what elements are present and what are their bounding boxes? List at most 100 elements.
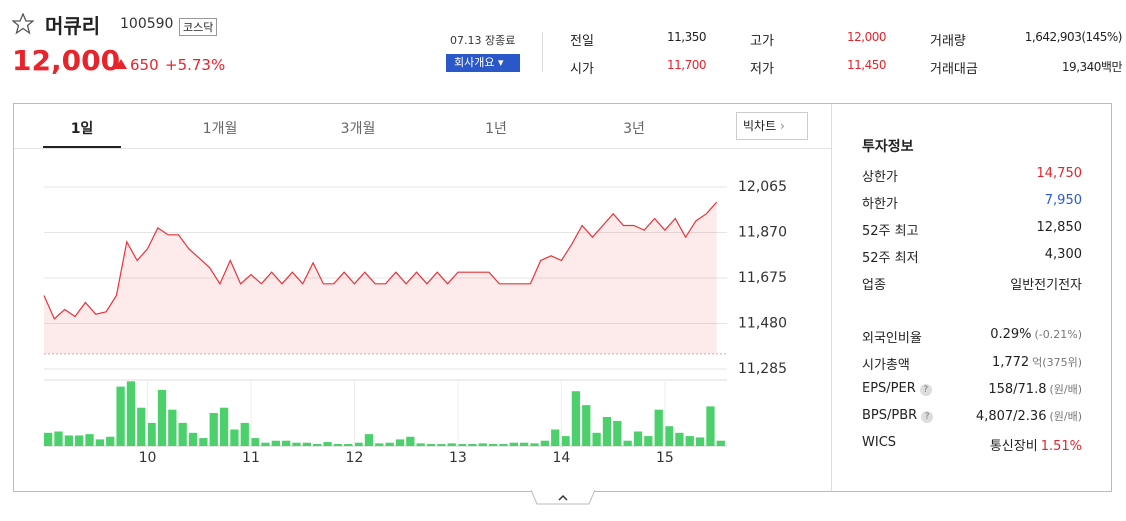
period-tab[interactable]: 3개월 xyxy=(340,121,376,137)
volume-bar xyxy=(633,431,643,446)
info-row: 하한가 7,950 xyxy=(862,193,1082,212)
info-label-wrap: 하한가 xyxy=(862,193,898,212)
info-row: EPS/PER? 158/71.8 (원/배) xyxy=(862,381,1082,397)
info-value-wrap: 7,950 xyxy=(1045,193,1082,212)
volume-bar xyxy=(313,444,322,446)
info-label-wrap: EPS/PER? xyxy=(862,381,932,397)
info-label: WICS xyxy=(862,435,897,450)
volume-bar xyxy=(592,432,601,446)
info-label: 외국인비율 xyxy=(862,331,922,346)
period-tabs: 빅차트 › 1일 1개월 3개월 1년 3년 xyxy=(14,104,831,149)
volume-bar xyxy=(613,420,622,446)
period-tab[interactable]: 3년 xyxy=(623,121,645,137)
summary-cell: 시가 11,700 xyxy=(570,58,750,77)
volume-bar xyxy=(468,444,477,446)
info-value-wrap: 0.29% (-0.21%) xyxy=(990,327,1082,346)
volume-bar xyxy=(333,444,343,446)
volume-bar xyxy=(654,409,663,446)
big-chart-label: 빅차트 xyxy=(743,119,777,133)
period-tab[interactable]: 1년 xyxy=(485,121,507,137)
info-row: 외국인비율 0.29% (-0.21%) xyxy=(862,327,1082,346)
summary-row: 시가 11,700 저가 11,450 거래대금 19,340백만 xyxy=(570,58,1126,77)
x-tick-label: 14 xyxy=(553,450,571,466)
active-tab-underline xyxy=(43,146,121,148)
volume-bar xyxy=(188,432,198,446)
volume-bar xyxy=(261,442,270,446)
volume-bar xyxy=(323,442,332,446)
volume-bar xyxy=(147,422,156,446)
info-value-wrap: 12,850 xyxy=(1037,220,1083,239)
volume-bar xyxy=(64,435,73,446)
info-label-wrap: BPS/PBR? xyxy=(862,408,934,424)
volume-bar xyxy=(375,443,384,446)
company-button-label: 회사개요 xyxy=(454,56,495,69)
info-value: 12,850 xyxy=(1036,220,1083,235)
summary-cell: 고가 12,000 xyxy=(750,30,930,49)
info-value: 14,750 xyxy=(1036,166,1083,181)
info-value: 4,807/2.36 xyxy=(975,409,1047,424)
info-label-wrap: 52주 최고 xyxy=(862,220,919,239)
volume-bar xyxy=(85,434,94,446)
volume-bar xyxy=(44,432,53,446)
info-sub: 억(375위) xyxy=(1032,356,1082,369)
favorite-star[interactable] xyxy=(12,13,34,35)
up-arrow xyxy=(115,59,127,69)
summary-cell: 거래대금 19,340백만 xyxy=(930,58,1126,77)
x-tick-label: 13 xyxy=(449,450,467,466)
info-label: 하한가 xyxy=(862,197,898,212)
info-value-wrap: 14,750 xyxy=(1037,166,1083,185)
info-label-wrap: 52주 최저 xyxy=(862,247,919,266)
info-value: 일반전기전자 xyxy=(1010,278,1082,293)
period-tab[interactable]: 1일 xyxy=(70,121,94,137)
info-value-wrap: 158/71.8 (원/배) xyxy=(988,381,1082,397)
y-tick-label: 11,285 xyxy=(738,361,787,377)
y-tick-label: 11,870 xyxy=(738,225,787,241)
info-value: 1,772 xyxy=(991,355,1030,370)
volume-bar xyxy=(551,429,560,446)
summary-cell: 전일 11,350 xyxy=(570,30,750,49)
big-chart-button[interactable]: 빅차트 › xyxy=(736,112,808,140)
info-label-wrap: WICS xyxy=(862,435,896,454)
volume-bar xyxy=(561,436,570,446)
summary-value: 1,642,903(145%) xyxy=(1024,30,1123,44)
volume-bar xyxy=(209,413,218,446)
divider xyxy=(542,32,543,72)
summary-value: 19,340백만 xyxy=(1061,60,1123,74)
collapse-button[interactable] xyxy=(531,490,595,506)
volume-bar xyxy=(95,439,105,446)
volume-bar xyxy=(126,381,136,446)
volume-bar xyxy=(664,426,674,446)
company-button[interactable]: 회사개요 ▾ xyxy=(446,54,520,72)
volume-bar xyxy=(478,443,487,446)
info-value: 158/71.8 xyxy=(988,382,1047,397)
period-tab[interactable]: 1개월 xyxy=(202,121,238,137)
volume-bar xyxy=(292,442,301,446)
info-label-wrap: 업종 xyxy=(862,274,886,293)
summary-label: 거래대금 xyxy=(930,62,978,77)
info-label: BPS/PBR xyxy=(862,408,918,423)
volume-bar xyxy=(250,438,260,446)
summary-label: 거래량 xyxy=(930,34,966,49)
volume-bar xyxy=(716,440,725,446)
info-value: 통신장비 xyxy=(989,439,1038,454)
volume-bar xyxy=(406,436,415,446)
summary-label: 저가 xyxy=(750,62,774,77)
y-tick-label: 11,675 xyxy=(738,270,787,286)
info-label-wrap: 시가총액 xyxy=(862,354,910,373)
info-row: 상한가 14,750 xyxy=(862,166,1082,185)
volume-bar xyxy=(230,429,239,446)
volume-bar xyxy=(116,386,125,446)
y-tick-label: 12,065 xyxy=(738,179,787,195)
info-label: 상한가 xyxy=(862,170,898,185)
volume-bar xyxy=(685,436,694,446)
volume-bar xyxy=(582,405,591,446)
current-price: 12,000 xyxy=(12,44,121,77)
summary-value: 11,450 xyxy=(847,58,887,72)
y-tick-label: 11,480 xyxy=(738,316,787,332)
volume-bar xyxy=(520,442,529,446)
summary-value: 11,350 xyxy=(667,30,707,44)
volume-bar xyxy=(157,389,167,446)
volume-bar xyxy=(168,409,177,446)
